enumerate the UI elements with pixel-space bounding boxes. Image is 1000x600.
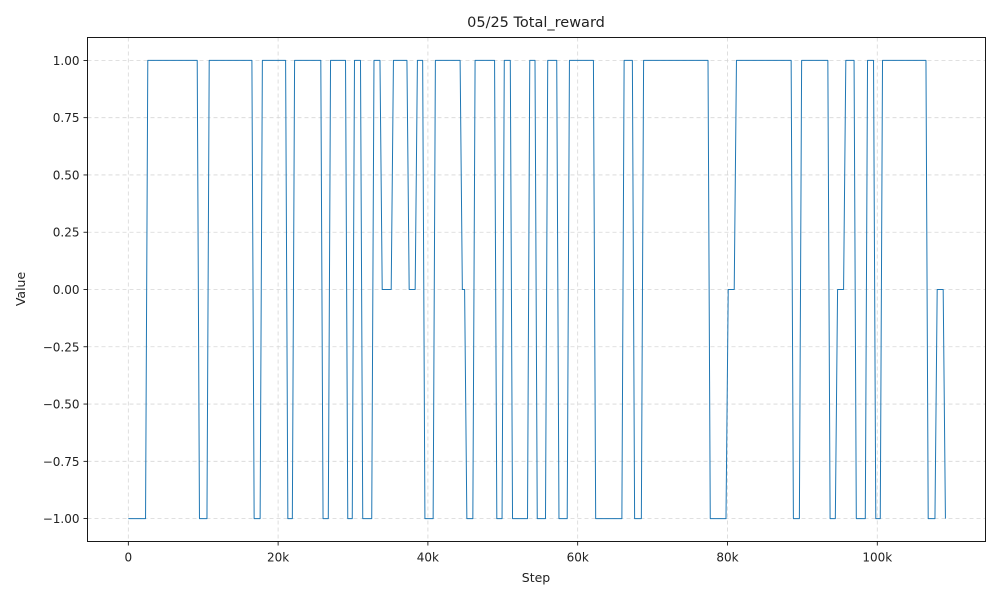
x-axis-ticks: 0 20k 40k 60k 80k 100k <box>124 541 892 565</box>
y-tick-label: 0.00 <box>53 283 80 297</box>
x-tick-label: 20k <box>267 551 289 565</box>
series-layer <box>128 59 946 520</box>
y-axis-label: Value <box>13 272 28 307</box>
y-axis-ticks: −1.00 −0.75 −0.50 −0.25 0.00 0.25 0.50 0.75 1.00 <box>43 54 88 526</box>
y-tick-label: 0.75 <box>53 111 80 125</box>
x-axis-label: Step <box>522 570 551 585</box>
y-tick-label: −0.25 <box>43 340 80 354</box>
x-tick-label: 40k <box>417 551 439 565</box>
series-line-total-reward <box>128 59 946 520</box>
chart-title: 05/25 Total_reward <box>467 15 605 31</box>
x-tick-label: 60k <box>567 551 589 565</box>
y-tick-label: 1.00 <box>53 54 80 68</box>
y-tick-label: 0.50 <box>53 168 80 182</box>
y-tick-label: −0.75 <box>43 455 80 469</box>
x-tick-label: 100k <box>862 551 892 565</box>
x-tick-label: 80k <box>716 551 738 565</box>
x-tick-label: 0 <box>124 551 132 565</box>
y-tick-label: 0.25 <box>53 226 80 240</box>
y-tick-label: −1.00 <box>43 512 80 526</box>
y-tick-label: −0.50 <box>43 398 80 412</box>
